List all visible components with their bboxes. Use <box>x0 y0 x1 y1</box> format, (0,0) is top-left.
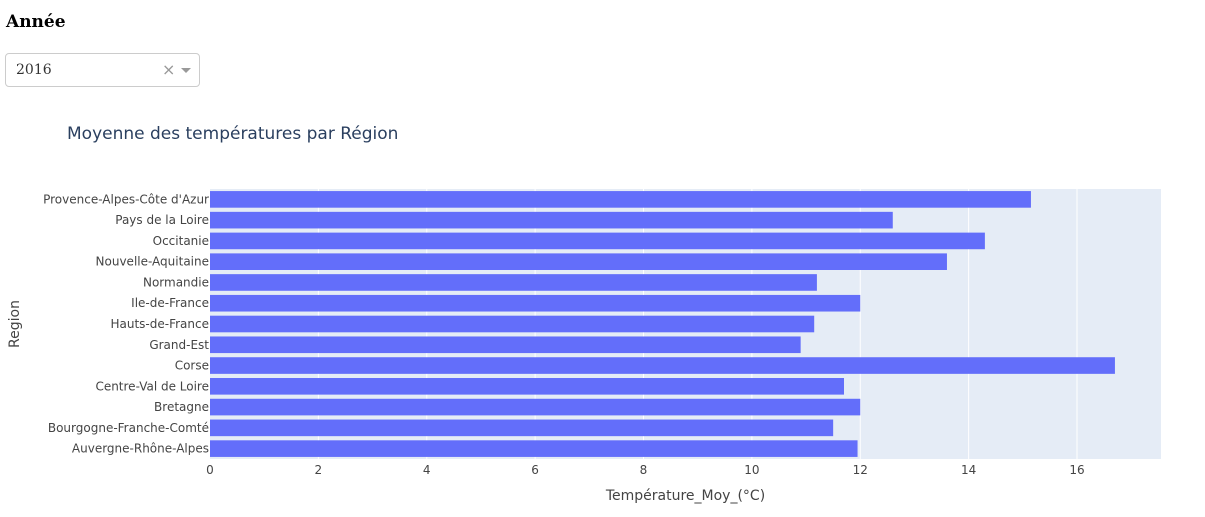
y-axis-label: Region <box>7 300 23 348</box>
x-tick-labels: 0 2 4 6 8 10 12 14 16 <box>206 463 1084 477</box>
y-tick-label: Pays de la Loire <box>115 213 209 227</box>
x-tick-label: 12 <box>853 463 868 477</box>
bar <box>210 253 947 270</box>
x-tick-label: 16 <box>1069 463 1084 477</box>
y-tick-label: Ile-de-France <box>131 296 209 310</box>
bar <box>210 378 844 395</box>
bar <box>210 419 834 437</box>
x-tick-label: 10 <box>744 463 759 477</box>
year-dropdown[interactable]: 2016 × <box>5 53 200 87</box>
x-tick-label: 6 <box>531 463 539 477</box>
bar <box>210 336 801 354</box>
y-tick-label: Grand-Est <box>149 338 209 352</box>
bar <box>210 357 1115 374</box>
clear-icon[interactable]: × <box>162 60 176 79</box>
chevron-down-icon[interactable] <box>181 68 191 73</box>
x-axis-label: Température_Moy_(°C) <box>605 488 765 504</box>
y-tick-label: Bretagne <box>154 400 209 414</box>
bar <box>210 274 817 291</box>
year-dropdown-value: 2016 <box>16 62 52 78</box>
y-tick-label: Centre-Val de Loire <box>95 379 209 393</box>
bar <box>210 440 858 457</box>
chart-title: Moyenne des températures par Région <box>67 124 398 144</box>
y-tick-label: Auvergne-Rhône-Alpes <box>72 442 209 456</box>
x-tick-label: 0 <box>206 463 214 477</box>
bar <box>210 315 815 333</box>
x-tick-label: 14 <box>961 463 976 477</box>
bar <box>210 211 893 229</box>
bar <box>210 398 861 416</box>
x-tick-label: 2 <box>315 463 323 477</box>
x-tick-label: 8 <box>640 463 648 477</box>
y-tick-label: Nouvelle-Aquitaine <box>96 255 209 269</box>
bar <box>210 191 1031 208</box>
bars <box>210 191 1115 457</box>
bar <box>210 232 985 250</box>
y-tick-label: Bourgogne-Franche-Comté <box>48 421 209 435</box>
bar <box>210 294 861 312</box>
y-tick-label: Occitanie <box>153 234 209 248</box>
y-tick-label: Corse <box>175 359 209 373</box>
year-label: Année <box>6 12 66 32</box>
y-tick-label: Normandie <box>143 275 209 289</box>
x-tick-label: 4 <box>423 463 431 477</box>
y-tick-labels: Auvergne-Rhône-Alpes Bourgogne-Franche-Co… <box>43 192 209 455</box>
y-tick-label: Hauts-de-France <box>110 317 209 331</box>
y-tick-label: Provence-Alpes-Côte d'Azur <box>43 192 209 206</box>
